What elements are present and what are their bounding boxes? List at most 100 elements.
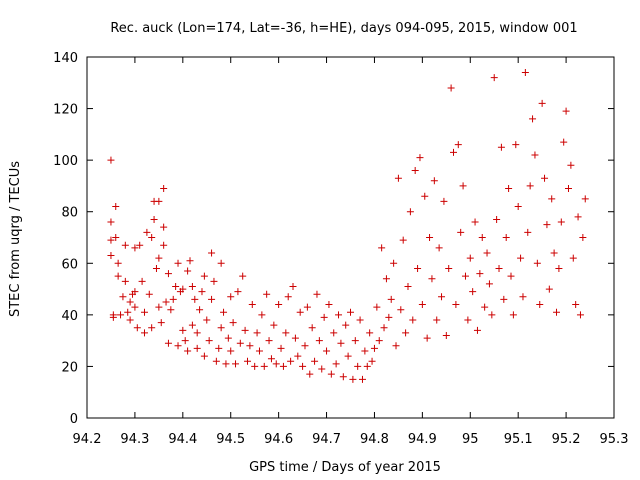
data-point	[243, 357, 251, 365]
data-point	[347, 308, 354, 316]
data-point	[560, 138, 568, 146]
data-point	[543, 221, 551, 229]
data-point	[114, 259, 122, 267]
data-point	[404, 282, 412, 290]
data-point	[385, 313, 393, 321]
data-point	[454, 141, 462, 149]
data-points	[107, 68, 589, 383]
data-point	[471, 218, 479, 226]
data-point	[193, 329, 201, 337]
data-point	[267, 355, 275, 363]
data-point	[294, 352, 302, 360]
data-point	[450, 148, 458, 156]
data-point	[370, 344, 378, 352]
data-point	[208, 249, 216, 257]
data-point	[179, 326, 187, 334]
y-tick-label: 100	[53, 154, 78, 169]
data-point	[164, 270, 172, 278]
data-point	[301, 342, 309, 350]
data-point	[402, 329, 410, 337]
data-point	[232, 360, 240, 368]
data-point	[576, 311, 584, 319]
data-point	[344, 352, 352, 360]
data-point	[323, 347, 331, 355]
plot-frame	[86, 56, 615, 419]
data-point	[112, 203, 120, 211]
data-point	[581, 195, 589, 203]
data-point	[550, 249, 558, 257]
data-point	[248, 301, 256, 309]
data-point	[572, 301, 580, 309]
data-point	[251, 362, 259, 370]
data-point	[184, 347, 192, 355]
data-point	[356, 316, 364, 324]
data-point	[107, 236, 115, 244]
data-point	[198, 288, 206, 296]
data-point	[208, 295, 216, 303]
data-point	[421, 192, 429, 200]
data-point	[193, 344, 201, 352]
data-point	[140, 329, 148, 337]
data-point	[236, 339, 244, 347]
data-point	[112, 234, 120, 241]
data-point	[131, 303, 139, 311]
data-point	[488, 311, 496, 319]
x-tick-label: 94.4	[168, 432, 197, 447]
data-point	[155, 254, 163, 262]
data-point	[270, 321, 278, 329]
data-point	[313, 290, 321, 298]
data-point	[447, 84, 455, 92]
data-point	[342, 321, 350, 329]
data-point	[363, 362, 371, 370]
data-point	[205, 337, 213, 345]
data-point	[564, 185, 572, 193]
data-point	[416, 154, 424, 162]
data-point	[533, 259, 541, 267]
data-point	[217, 324, 225, 332]
data-point	[366, 329, 374, 337]
data-point	[481, 303, 489, 311]
data-point	[536, 301, 544, 309]
data-point	[296, 308, 304, 316]
data-point	[521, 68, 529, 76]
data-point	[318, 365, 326, 373]
x-tick-label: 95.2	[552, 432, 581, 447]
data-point	[299, 362, 307, 370]
data-point	[390, 259, 398, 267]
data-point	[169, 295, 177, 303]
data-point	[160, 223, 168, 231]
y-tick-label: 120	[53, 103, 78, 118]
data-point	[234, 288, 242, 296]
x-tick-label: 94.5	[216, 432, 245, 447]
x-tick-label: 94.2	[73, 432, 102, 447]
data-point	[150, 215, 158, 223]
data-point	[332, 360, 340, 368]
data-point	[148, 234, 156, 241]
data-point	[255, 347, 263, 355]
data-point	[387, 295, 395, 303]
data-point	[138, 277, 146, 285]
data-point	[349, 375, 357, 383]
data-point	[152, 264, 160, 272]
data-point	[160, 185, 168, 193]
data-point	[567, 161, 575, 169]
data-point	[119, 293, 127, 301]
data-point	[306, 370, 314, 378]
x-axis-ticks: 94.2 94.3 94.4 94.5 94.6 94.7 94.8 94.9 95 95.1 95…	[73, 57, 628, 447]
data-point	[411, 166, 419, 174]
data-point	[512, 141, 520, 149]
data-point	[191, 295, 199, 303]
y-axis-label: STEC from uqrg / TECUs	[8, 161, 23, 317]
data-point	[335, 311, 343, 319]
data-point	[478, 234, 486, 241]
data-point	[426, 234, 434, 241]
data-point	[224, 334, 232, 342]
data-point	[303, 303, 311, 311]
x-tick-label: 95	[462, 432, 479, 447]
data-point	[378, 244, 386, 252]
data-point	[246, 342, 254, 350]
x-tick-label: 94.7	[312, 432, 341, 447]
data-point	[136, 241, 144, 249]
data-point	[406, 208, 414, 216]
data-point	[514, 203, 522, 211]
